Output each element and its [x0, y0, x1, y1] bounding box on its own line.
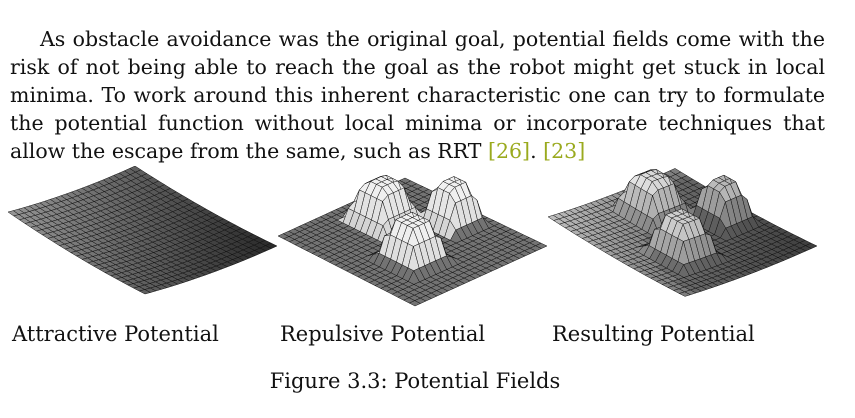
mesh-cell: [805, 242, 818, 249]
mesh-cell: [535, 242, 548, 249]
attractive-potential-label: Attractive Potential: [12, 322, 219, 346]
paragraph-text: As obstacle avoidance was the original g…: [10, 26, 825, 163]
citation-23[interactable]: [23]: [543, 138, 586, 163]
repulsive-potential-label: Repulsive Potential: [280, 322, 486, 346]
paragraph-separator: .: [530, 138, 544, 163]
figure-caption: Figure 3.3: Potential Fields: [269, 369, 561, 393]
body-paragraph: As obstacle avoidance was the original g…: [10, 25, 825, 165]
repulsive-potential-surface: [277, 174, 548, 307]
figure-panels: [0, 166, 855, 316]
attractive-potential-surface: [7, 166, 278, 295]
mesh-cell: [265, 242, 278, 249]
resulting-potential-surface: [547, 168, 818, 297]
resulting-potential-label: Resulting Potential: [552, 322, 755, 346]
citation-26[interactable]: [26]: [487, 138, 531, 163]
